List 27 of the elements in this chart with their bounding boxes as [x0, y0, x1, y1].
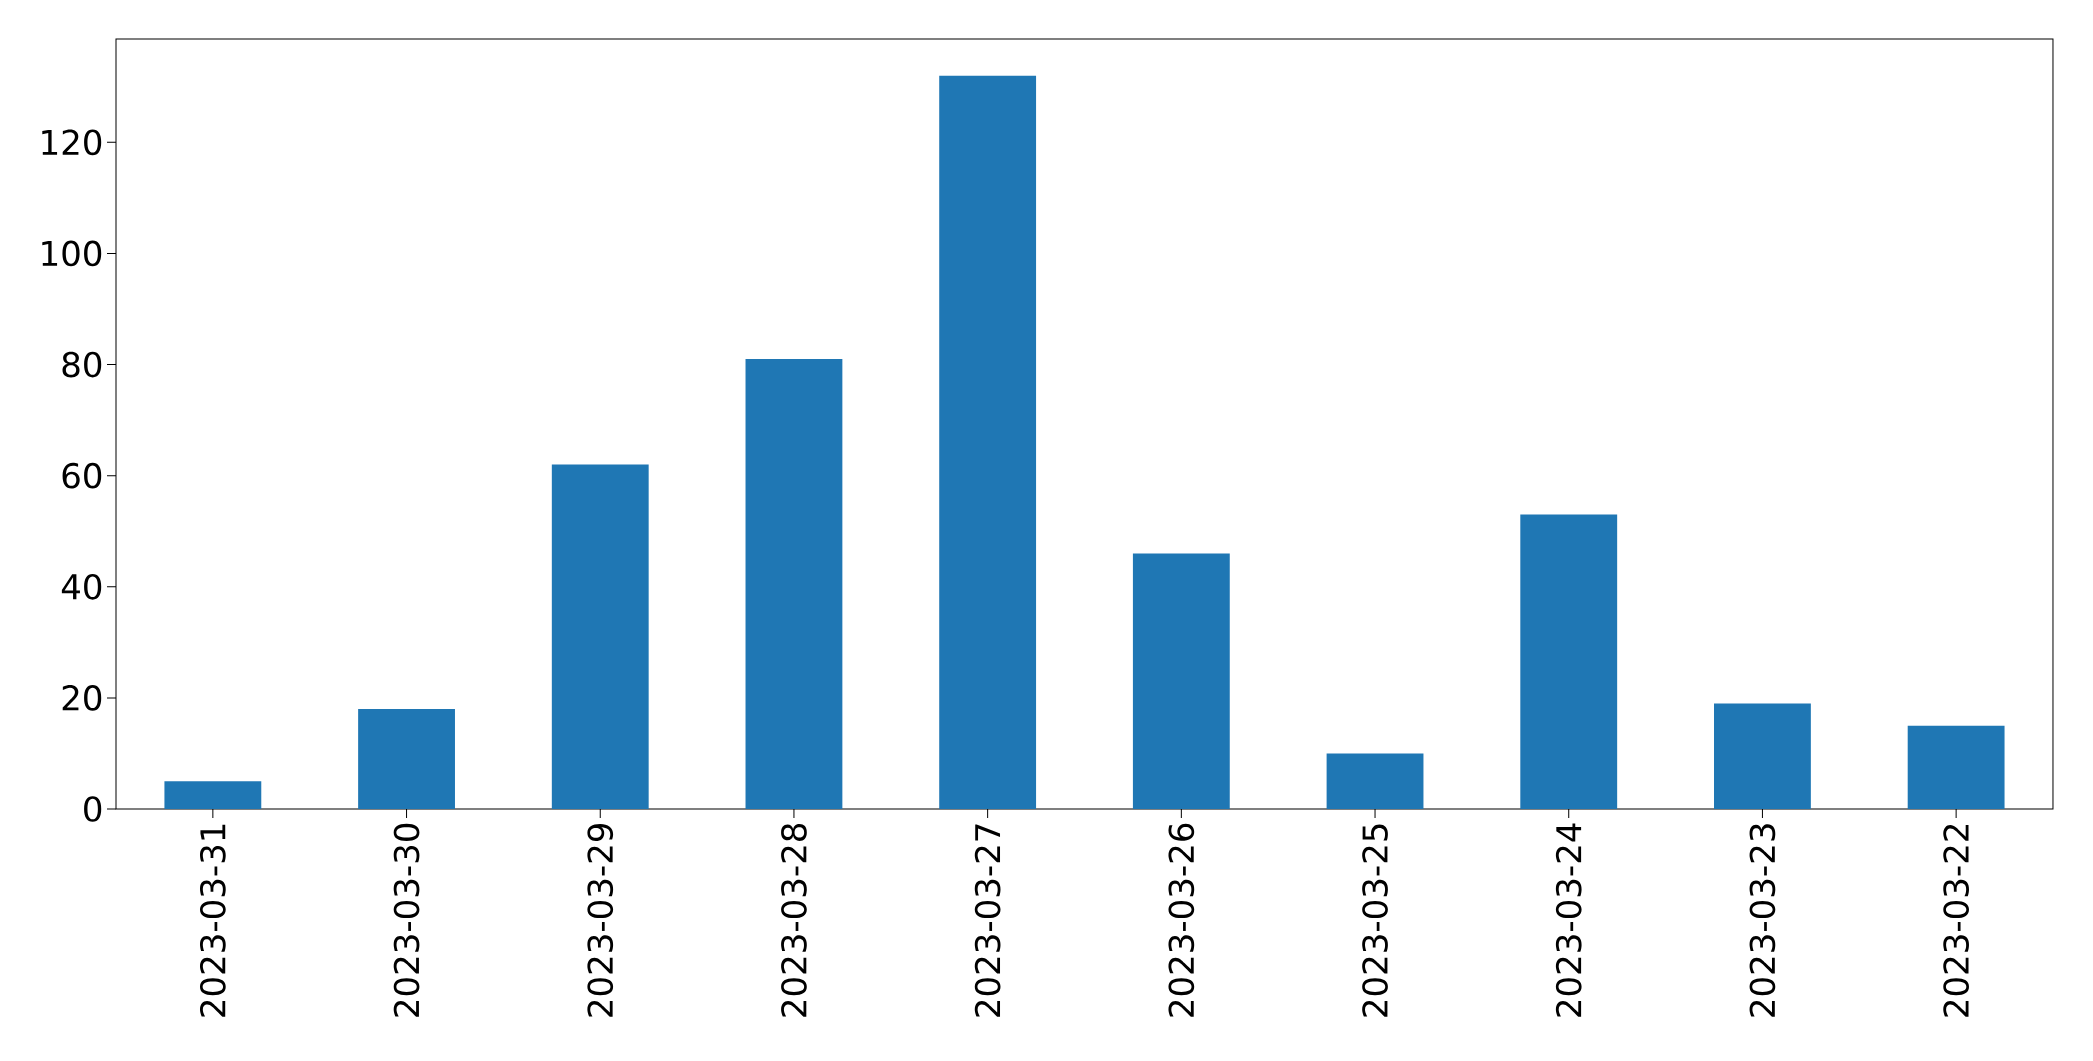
y-tick-label: 100 [42, 240, 102, 267]
bar [1132, 553, 1230, 809]
y-tick-label: 120 [42, 129, 102, 156]
x-tick-label: 2023-03-27 [974, 824, 1001, 1017]
bar [551, 464, 649, 809]
x-tick-label: 2023-03-29 [587, 823, 614, 1017]
bar [1326, 753, 1424, 809]
y-tick-label: 0 [84, 796, 102, 822]
x-tick-label: 2023-03-26 [1168, 823, 1195, 1017]
y-tick-label: 80 [62, 351, 102, 378]
x-tick-label: 2023-03-23 [1749, 824, 1776, 1017]
y-tick-label: 60 [62, 462, 102, 489]
x-tick-label: 2023-03-31 [199, 824, 226, 1017]
bar [745, 359, 843, 809]
x-tick-label: 2023-03-28 [781, 823, 807, 1017]
x-tick-label: 2023-03-25 [1362, 824, 1388, 1017]
bar [939, 75, 1037, 809]
bar [164, 781, 262, 809]
x-tick-label: 2023-03-24 [1555, 823, 1582, 1017]
bar [358, 709, 455, 809]
y-tick-label: 40 [61, 573, 102, 600]
bar [1714, 703, 1811, 809]
y-tick-label: 20 [62, 685, 102, 711]
bar [1520, 514, 1618, 809]
x-tick-label: 2023-03-22 [1943, 824, 1969, 1017]
bar [1907, 725, 2005, 809]
x-tick-label: 2023-03-30 [393, 823, 420, 1017]
